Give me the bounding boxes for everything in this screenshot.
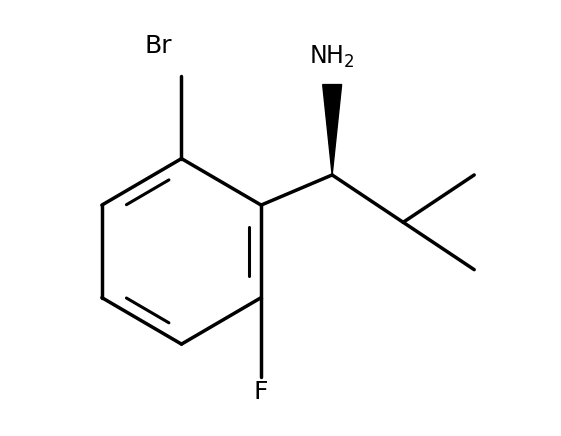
Text: F: F xyxy=(254,380,268,404)
Text: Br: Br xyxy=(144,34,172,58)
Text: NH$_2$: NH$_2$ xyxy=(309,44,355,70)
Polygon shape xyxy=(323,85,342,175)
